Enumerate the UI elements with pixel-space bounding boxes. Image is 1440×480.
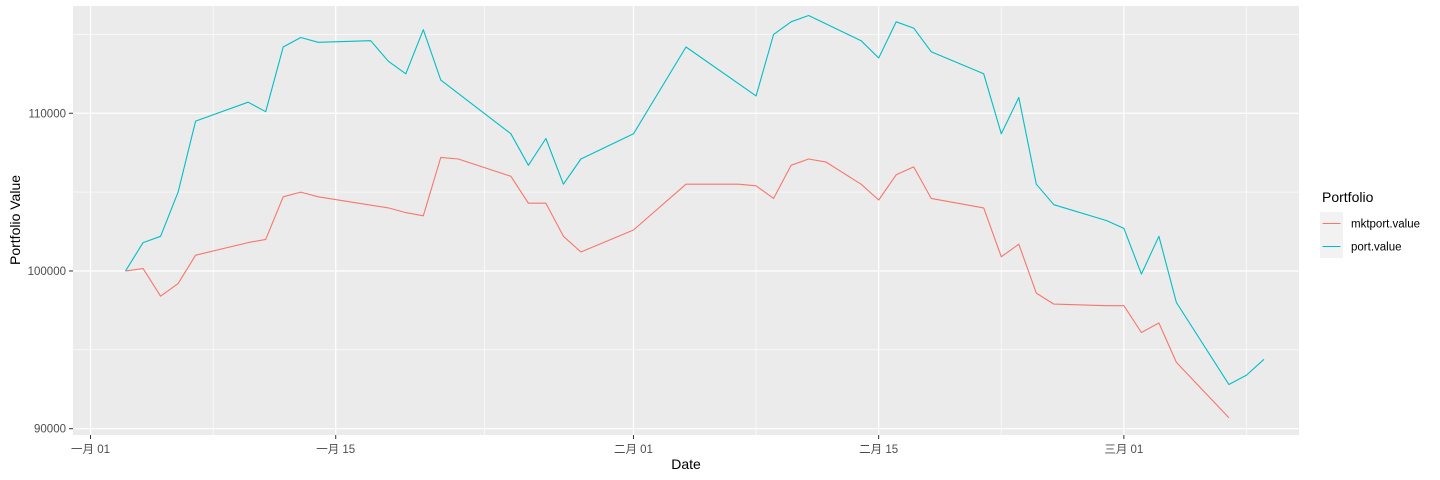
y-axis-title: Portfolio Value [7,175,23,265]
legend-keys: mktport.value port.value [1320,212,1420,258]
legend: Portfolio mktport.value port.value [1320,189,1420,258]
x-tick-label: 二月 15 [859,444,898,456]
y-tick-label: 100000 [28,266,66,278]
legend-label: mktport.value [1351,219,1420,231]
x-tick-label: 三月 01 [1104,444,1143,456]
legend-title: Portfolio [1322,189,1374,205]
panel-background [73,6,1299,435]
y-tick-label: 90000 [34,424,66,436]
series-line-mktport-value [125,156,1230,419]
legend-label: port.value [1351,242,1402,254]
x-tick-label: 一月 15 [316,444,355,456]
axes: 一月 01 一月 15 二月 01 二月 15 三月 01 90000 100000 1100… [28,108,1144,456]
series-line-port-value [125,14,1265,386]
series-layer [125,14,1265,419]
minor-grid [73,6,1299,435]
major-grid [73,6,1299,435]
y-tick-label: 110000 [28,108,66,120]
x-tick-label: 一月 01 [71,444,110,456]
x-tick-label: 二月 01 [614,444,653,456]
x-axis-title: Date [671,456,701,472]
